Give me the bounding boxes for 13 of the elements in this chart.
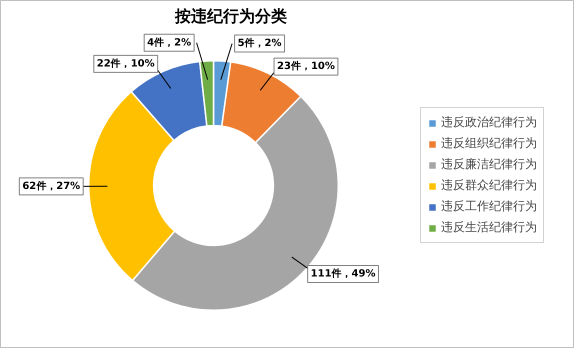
legend-label: 违反政治纪律行为 [441, 114, 537, 131]
chart-title: 按违纪行为分类 [174, 6, 287, 26]
legend-label: 违反生活纪律行为 [441, 219, 537, 236]
legend-label: 违反群众纪律行为 [441, 177, 537, 194]
data-label: 4件，2% [147, 36, 192, 48]
legend-label: 违反组织纪律行为 [441, 135, 537, 152]
data-label: 111件，49% [310, 267, 376, 280]
data-label: 22件，10% [96, 57, 155, 70]
data-label: 62件，27% [22, 180, 80, 192]
legend-label: 违反工作纪律行为 [441, 198, 537, 215]
legend-label: 违反廉洁纪律行为 [441, 156, 537, 173]
data-label: 5件，2% [238, 37, 282, 50]
data-label: 23件，10% [277, 60, 335, 72]
